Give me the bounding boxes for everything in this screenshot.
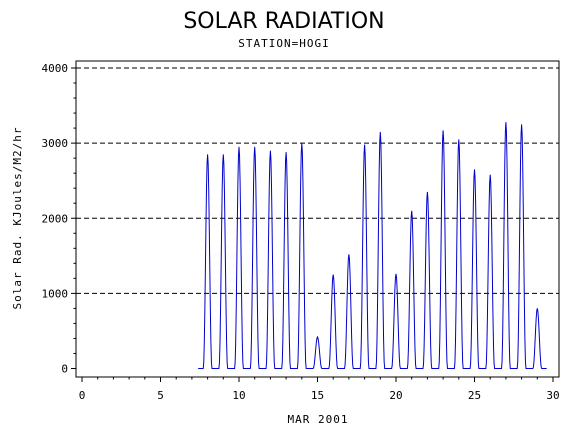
chart-subtitle: STATION=HOGI [238, 37, 329, 50]
chart-title: SOLAR RADIATION [183, 9, 384, 34]
x-axis-title: MAR 2001 [288, 413, 349, 426]
y-axis-title: Solar Rad. KJoules/M2/hr [11, 127, 24, 310]
y-tick-label-2000: 2000 [42, 212, 69, 225]
x-tick-label-15: 15 [311, 389, 324, 402]
axes [71, 60, 560, 382]
y-tick-label-1000: 1000 [42, 287, 69, 300]
x-tick-label-5: 5 [157, 389, 164, 402]
solar-radiation-series-line [198, 122, 547, 369]
tick-labels: 0 1000 2000 3000 4000 0 5 10 15 20 25 30 [42, 62, 560, 402]
x-tick-label-30: 30 [546, 389, 559, 402]
x-tick-label-20: 20 [389, 389, 402, 402]
y-tick-label-3000: 3000 [42, 137, 69, 150]
x-tick-label-25: 25 [468, 389, 481, 402]
y-tick-label-0: 0 [61, 363, 68, 376]
x-tick-label-10: 10 [232, 389, 245, 402]
y-tick-label-4000: 4000 [42, 62, 69, 75]
x-tick-label-0: 0 [79, 389, 86, 402]
plot-frame [75, 60, 560, 378]
grid-lines [76, 67, 559, 294]
